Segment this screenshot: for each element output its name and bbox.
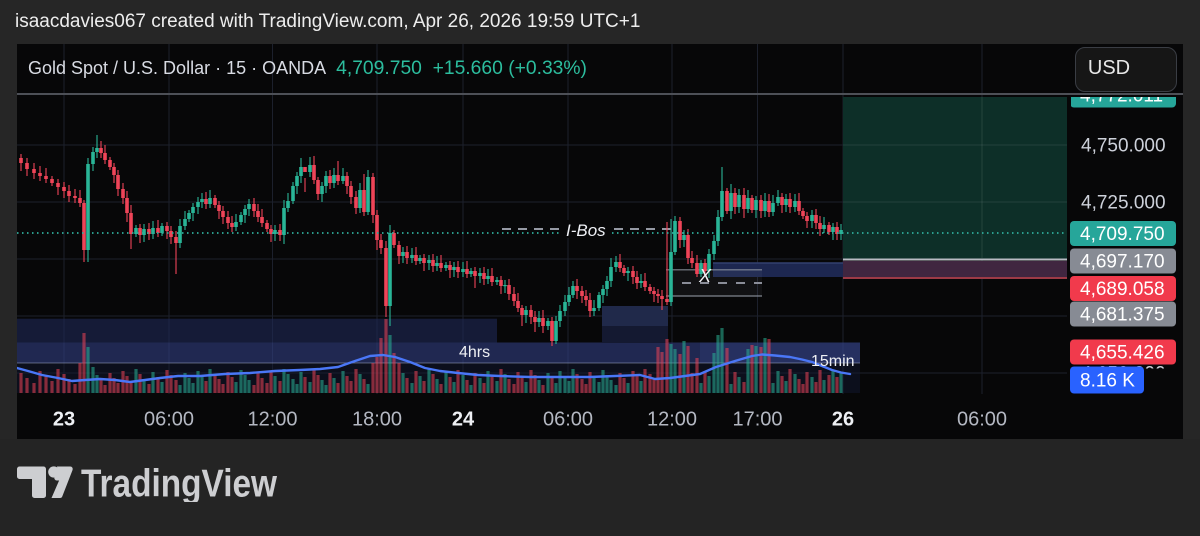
svg-text:4,709.750: 4,709.750 [1080, 224, 1165, 245]
svg-text:4,725.000: 4,725.000 [1081, 193, 1166, 214]
svg-text:17:00: 17:00 [732, 409, 782, 431]
svg-text:8.16 K: 8.16 K [1080, 371, 1135, 392]
svg-text:4,650.000: 4,650.000 [1081, 364, 1166, 385]
svg-text:4,689.058: 4,689.058 [1080, 279, 1165, 300]
svg-text:15min: 15min [811, 353, 855, 370]
svg-text:4,681.375: 4,681.375 [1080, 305, 1165, 326]
svg-text:12:00: 12:00 [247, 409, 297, 431]
svg-text:18:00: 18:00 [352, 409, 402, 431]
svg-text:24: 24 [452, 409, 475, 431]
svg-text:26: 26 [832, 409, 854, 431]
svg-text:X: X [698, 266, 712, 286]
svg-text:TradingView: TradingView [81, 466, 278, 502]
svg-text:12:00: 12:00 [647, 409, 697, 431]
svg-text:4,772.011: 4,772.011 [1080, 86, 1163, 107]
svg-text:I-Bos: I-Bos [566, 221, 606, 240]
svg-text:06:00: 06:00 [543, 409, 593, 431]
svg-text:4,697.170: 4,697.170 [1080, 252, 1165, 273]
svg-text:4,655.426: 4,655.426 [1080, 343, 1165, 364]
svg-text:06:00: 06:00 [957, 409, 1007, 431]
svg-text:4hrs: 4hrs [459, 344, 490, 361]
svg-text:4,750.000: 4,750.000 [1081, 136, 1166, 157]
svg-text:06:00: 06:00 [144, 409, 194, 431]
svg-text:23: 23 [53, 409, 75, 431]
